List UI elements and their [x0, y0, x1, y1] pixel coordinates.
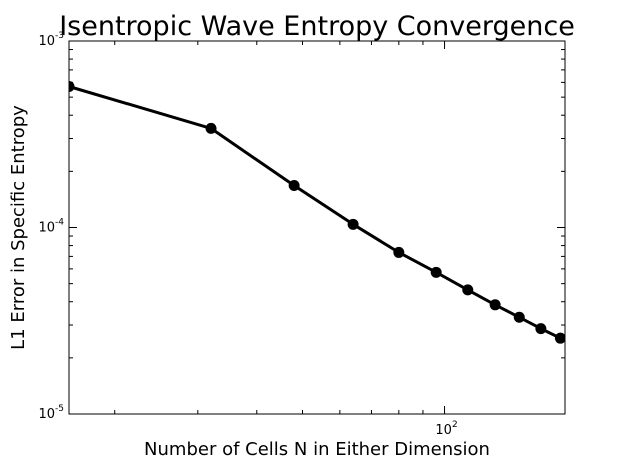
chart-title: Isentropic Wave Entropy Convergence — [59, 11, 575, 42]
x-axis-label: Number of Cells N in Either Dimension — [144, 439, 490, 459]
data-point — [205, 122, 217, 134]
tick-labels: 102 10-5 10-4 10-3 — [38, 31, 457, 438]
data-point — [489, 299, 501, 311]
y-axis-label: L1 Error in Specific Entropy — [8, 105, 29, 350]
data-point — [69, 81, 75, 93]
data-point — [535, 323, 547, 335]
data-point — [513, 311, 525, 323]
data-point — [347, 218, 359, 230]
data-point — [393, 246, 405, 258]
minor-ticks — [69, 41, 565, 414]
major-ticks — [69, 40, 565, 415]
y-tick-label: 10-4 — [38, 218, 64, 236]
x-tick-label: 102 — [435, 420, 457, 438]
data-point — [430, 266, 442, 278]
y-tick-label: 10-5 — [38, 404, 64, 422]
series-markers — [69, 81, 565, 344]
data-point — [288, 179, 300, 191]
y-tick-label: 10-3 — [38, 31, 64, 49]
data-point — [462, 284, 474, 296]
series-line — [69, 85, 562, 340]
data-point — [554, 332, 565, 344]
plot-area-frame — [68, 40, 566, 415]
